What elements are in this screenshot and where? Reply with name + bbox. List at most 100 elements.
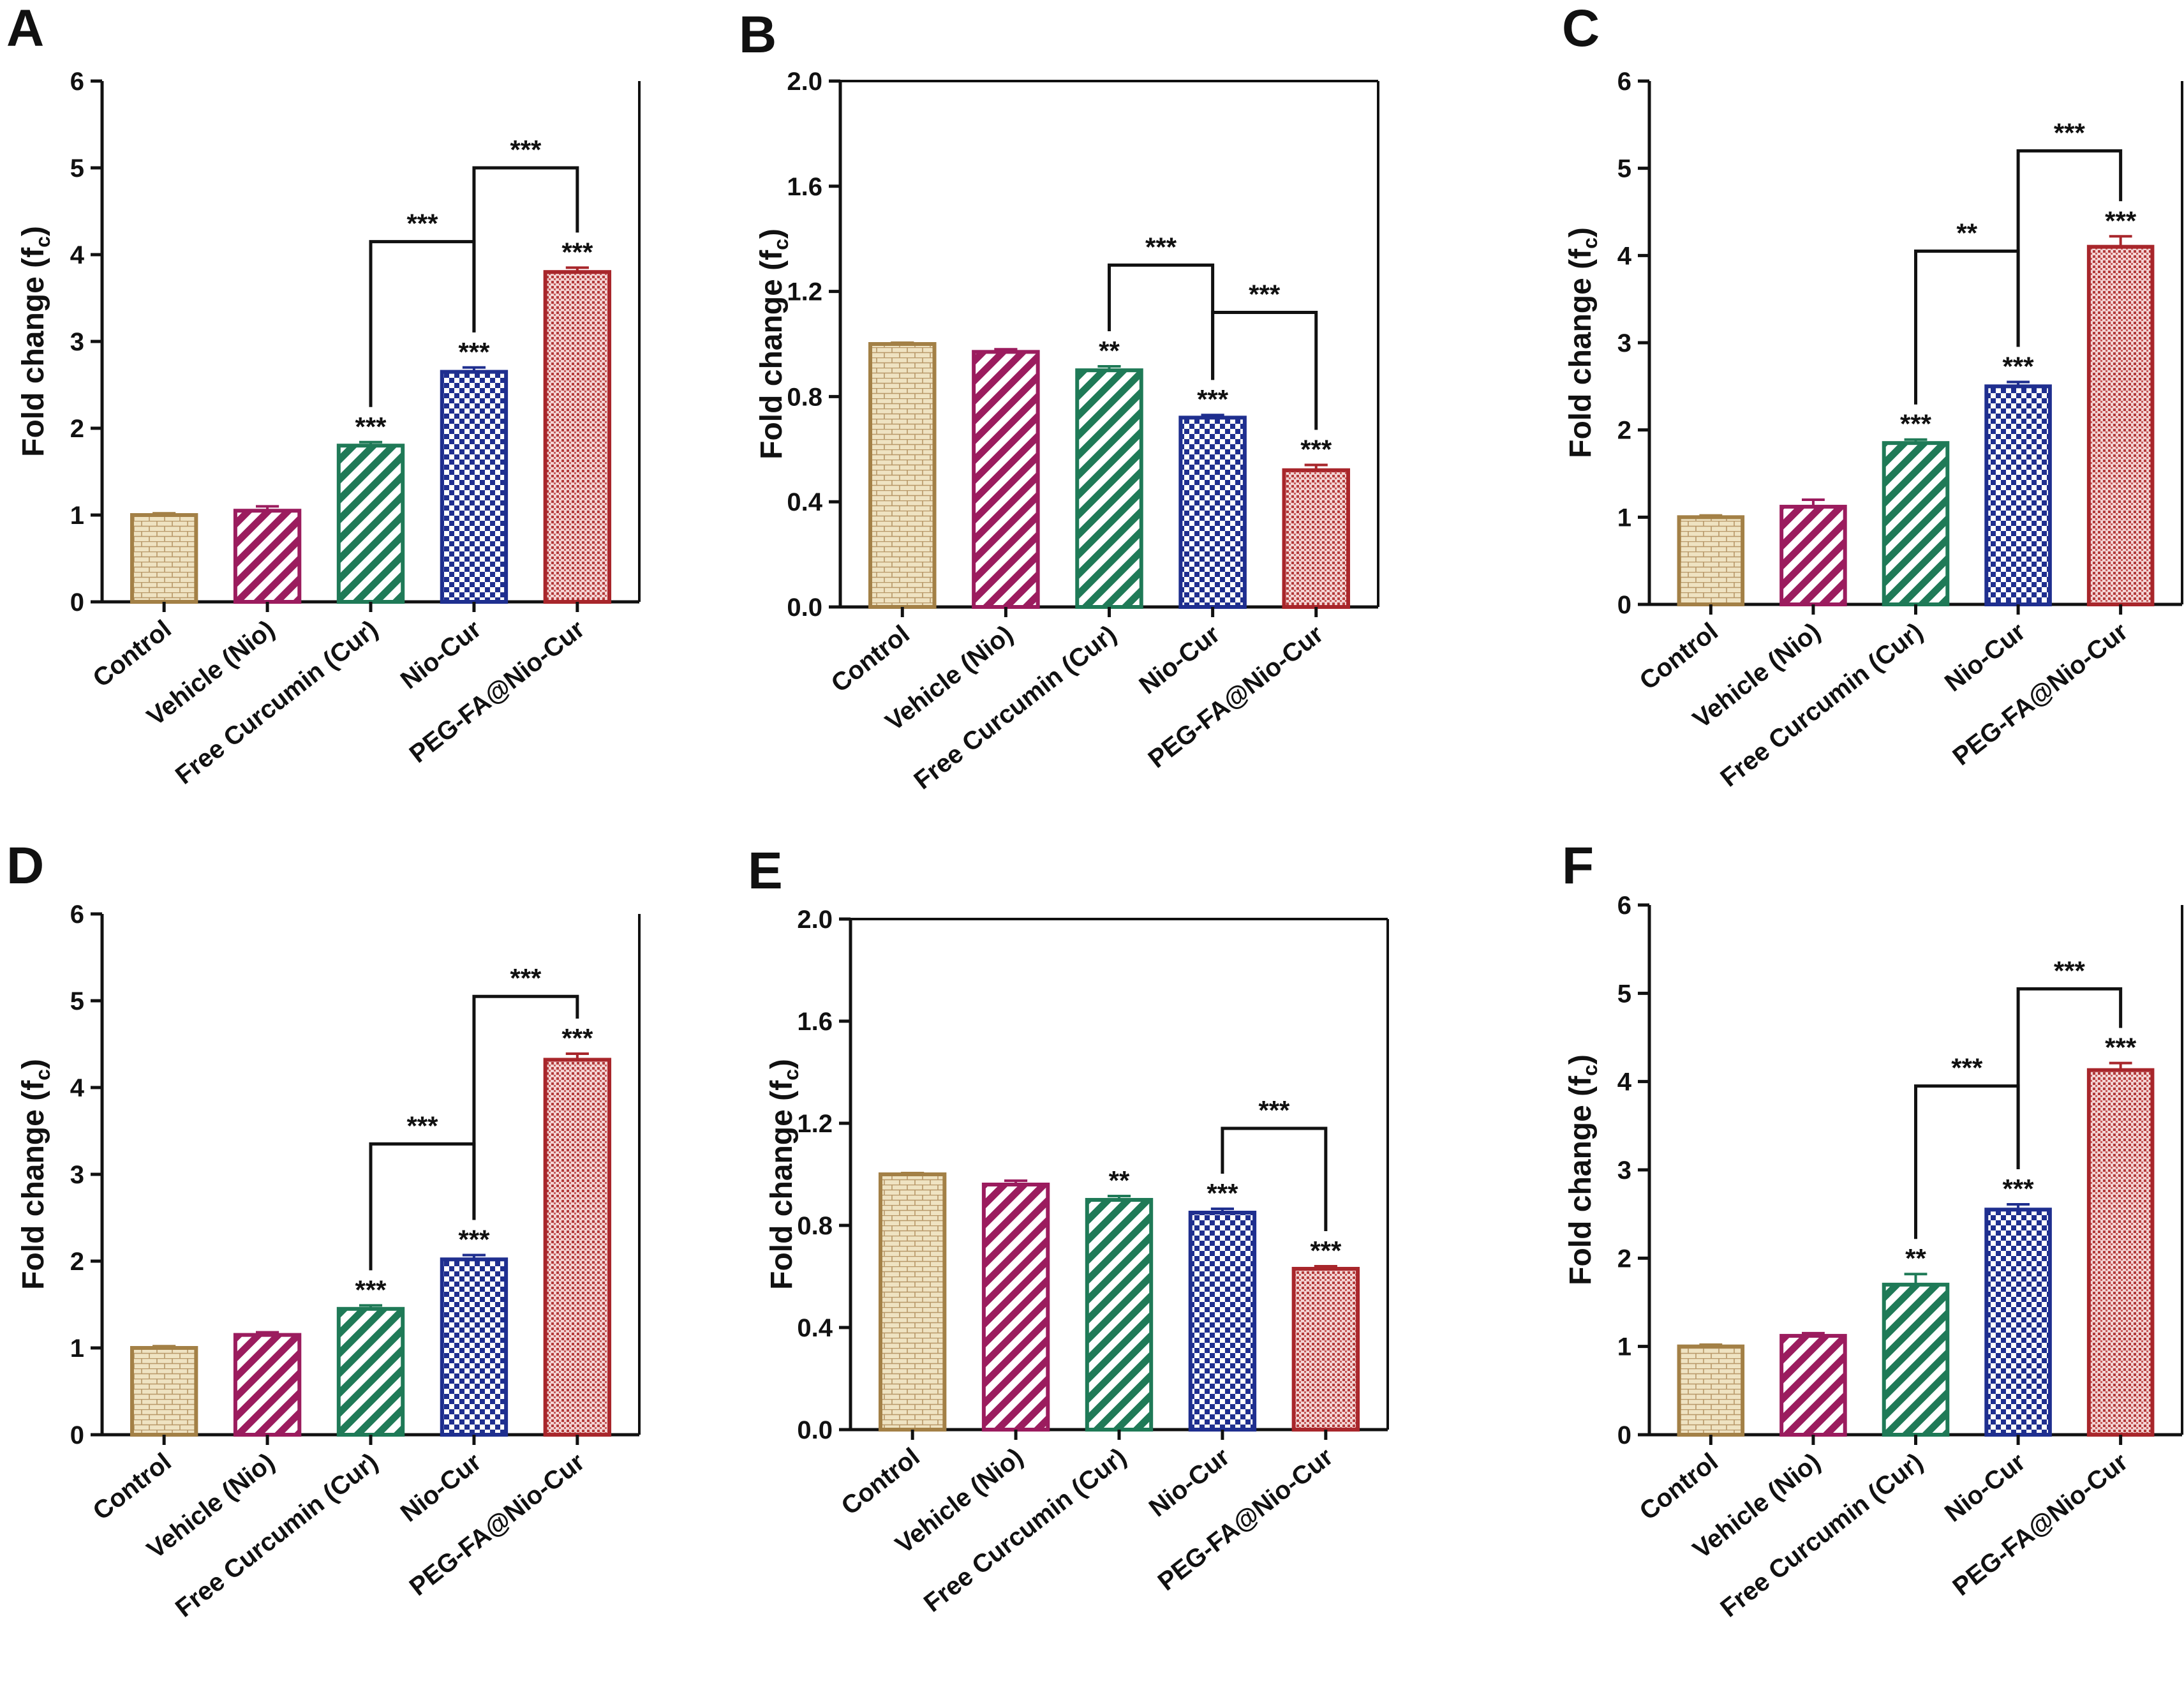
y-axis-title-end: ) bbox=[765, 1059, 799, 1069]
y-tick-label: 6 bbox=[1617, 892, 1631, 920]
comparison-bracket bbox=[472, 166, 579, 333]
y-tick-label: 2 bbox=[1617, 417, 1631, 445]
bar-control bbox=[1677, 1344, 1745, 1437]
y-axis-title-main: Fold change (f bbox=[1564, 1075, 1598, 1285]
x-tick-label-free-curcumin: Free Curcumin (Cur) bbox=[1715, 1447, 1928, 1622]
significance-mark-peg-fa-nio-cur: *** bbox=[2105, 206, 2137, 236]
x-tick-label-peg-fa-nio-cur: PEG-FA@Nio-Cur bbox=[405, 1447, 590, 1601]
y-tick-label: 5 bbox=[1617, 980, 1631, 1008]
y-axis-title: Fold change (fc) bbox=[1564, 1054, 1601, 1285]
y-axis-title-subscript: c bbox=[769, 239, 792, 250]
y-tick-label: 4 bbox=[70, 241, 85, 269]
bracket-significance-label: *** bbox=[1145, 232, 1177, 262]
x-tick-label-free-curcumin: Free Curcumin (Cur) bbox=[909, 620, 1122, 795]
chart-panel-b: 0.0 0.4 0.8 1.2 1.6 2.0 Fold change (fc) Contro… bbox=[755, 68, 1379, 795]
bracket-significance-label: *** bbox=[406, 1111, 438, 1141]
significance-mark-nio-cur: *** bbox=[458, 337, 490, 367]
x-tick-label-peg-fa-nio-cur: PEG-FA@Nio-Cur bbox=[405, 615, 590, 768]
y-axis-title: Fold change (fc) bbox=[755, 228, 792, 460]
y-tick-label: 0.0 bbox=[797, 1416, 833, 1444]
y-tick-label: 1 bbox=[1617, 504, 1631, 532]
chart-panel-e: 0.0 0.4 0.8 1.2 1.6 2.0 Fold change (fc) Contro… bbox=[765, 906, 1389, 1618]
significance-mark-free-curcumin: ** bbox=[1109, 1165, 1130, 1195]
bar-free-curcumin bbox=[336, 444, 405, 604]
y-tick-label: 4 bbox=[1617, 1068, 1632, 1096]
y-tick-label: 1 bbox=[70, 502, 84, 530]
bracket-significance-label: *** bbox=[406, 209, 438, 239]
significance-mark-peg-fa-nio-cur: *** bbox=[2105, 1033, 2137, 1063]
y-axis-title-end: ) bbox=[1564, 1054, 1598, 1065]
x-tick-label-peg-fa-nio-cur: PEG-FA@Nio-Cur bbox=[1947, 1447, 2133, 1601]
bar-vehicle-nio bbox=[972, 350, 1040, 609]
y-axis-title-end: ) bbox=[17, 226, 50, 236]
y-tick-label: 2.0 bbox=[787, 68, 822, 96]
bar-vehicle-nio bbox=[1779, 504, 1847, 607]
comparison-bracket bbox=[1108, 263, 1215, 380]
bracket-significance-label: *** bbox=[2054, 955, 2086, 985]
bar-peg-fa-nio-cur bbox=[1282, 468, 1350, 610]
bar-control bbox=[130, 1346, 198, 1437]
bar-free-curcumin bbox=[1085, 1198, 1154, 1432]
y-tick-label: 4 bbox=[70, 1074, 85, 1102]
significance-mark-nio-cur: *** bbox=[1207, 1178, 1238, 1208]
y-axis-title-main: Fold change (f bbox=[755, 250, 789, 460]
x-tick-label-peg-fa-nio-cur: PEG-FA@Nio-Cur bbox=[1947, 617, 2133, 771]
y-tick-label: 1 bbox=[70, 1335, 84, 1363]
comparison-bracket bbox=[1211, 311, 1318, 430]
x-tick-label-free-curcumin: Free Curcumin (Cur) bbox=[1715, 617, 1928, 792]
bar-control bbox=[868, 342, 937, 609]
y-tick-label: 0 bbox=[1617, 1421, 1631, 1449]
bar-nio-cur bbox=[1188, 1211, 1257, 1432]
y-tick-label: 2 bbox=[70, 415, 84, 443]
x-tick-label-control: Control bbox=[88, 1447, 177, 1525]
bar-nio-cur bbox=[1178, 415, 1247, 609]
y-tick-label: 3 bbox=[1617, 329, 1631, 357]
y-tick-label: 0 bbox=[70, 588, 84, 617]
comparison-bracket bbox=[2016, 149, 2123, 347]
significance-mark-free-curcumin: *** bbox=[355, 412, 387, 442]
x-tick-label-nio-cur: Nio-Cur bbox=[396, 615, 487, 694]
y-tick-label: 0.8 bbox=[787, 383, 822, 411]
panel-letter-b: B bbox=[739, 6, 776, 64]
bracket-significance-label: *** bbox=[510, 135, 542, 165]
x-tick-label-nio-cur: Nio-Cur bbox=[1144, 1442, 1235, 1522]
bracket-significance-label: *** bbox=[2054, 117, 2086, 147]
y-tick-label: 1 bbox=[1617, 1333, 1631, 1361]
y-axis-title: Fold change (fc) bbox=[17, 1059, 54, 1290]
y-tick-label: 3 bbox=[70, 328, 84, 356]
bracket-significance-label: *** bbox=[510, 963, 542, 993]
bar-vehicle-nio bbox=[1779, 1334, 1847, 1437]
y-axis-title-main: Fold change (f bbox=[1564, 248, 1598, 458]
y-axis-title-end: ) bbox=[1564, 227, 1598, 237]
bar-peg-fa-nio-cur bbox=[2086, 1068, 2155, 1437]
panel-letter-e: E bbox=[748, 842, 783, 900]
y-tick-label: 1.2 bbox=[787, 278, 822, 306]
bar-vehicle-nio bbox=[981, 1183, 1050, 1432]
bar-nio-cur bbox=[1984, 384, 2052, 606]
significance-mark-free-curcumin: *** bbox=[355, 1275, 387, 1305]
bar-peg-fa-nio-cur bbox=[1291, 1267, 1360, 1432]
y-axis-title-main: Fold change (f bbox=[17, 1080, 50, 1290]
y-axis-title-end: ) bbox=[755, 228, 789, 239]
y-axis-title: Fold change (fc) bbox=[765, 1059, 803, 1290]
comparison-bracket bbox=[2016, 987, 2123, 1169]
bar-free-curcumin bbox=[336, 1306, 405, 1437]
x-tick-label-control: Control bbox=[826, 620, 915, 698]
bar-vehicle-nio bbox=[233, 509, 302, 604]
y-axis-title: Fold change (fc) bbox=[1564, 227, 1601, 458]
comparison-bracket bbox=[472, 994, 579, 1220]
significance-mark-free-curcumin: ** bbox=[1905, 1243, 1926, 1273]
y-tick-label: 6 bbox=[1617, 68, 1631, 96]
bar-free-curcumin bbox=[1882, 441, 1950, 607]
y-tick-label: 0.8 bbox=[797, 1212, 833, 1240]
significance-mark-peg-fa-nio-cur: *** bbox=[1310, 1236, 1342, 1266]
comparison-bracket bbox=[1914, 250, 2020, 405]
bar-free-curcumin bbox=[1882, 1282, 1950, 1437]
significance-mark-free-curcumin: ** bbox=[1099, 336, 1120, 366]
x-tick-label-nio-cur: Nio-Cur bbox=[1940, 1447, 2031, 1527]
x-tick-label-free-curcumin: Free Curcumin (Cur) bbox=[170, 1447, 383, 1622]
